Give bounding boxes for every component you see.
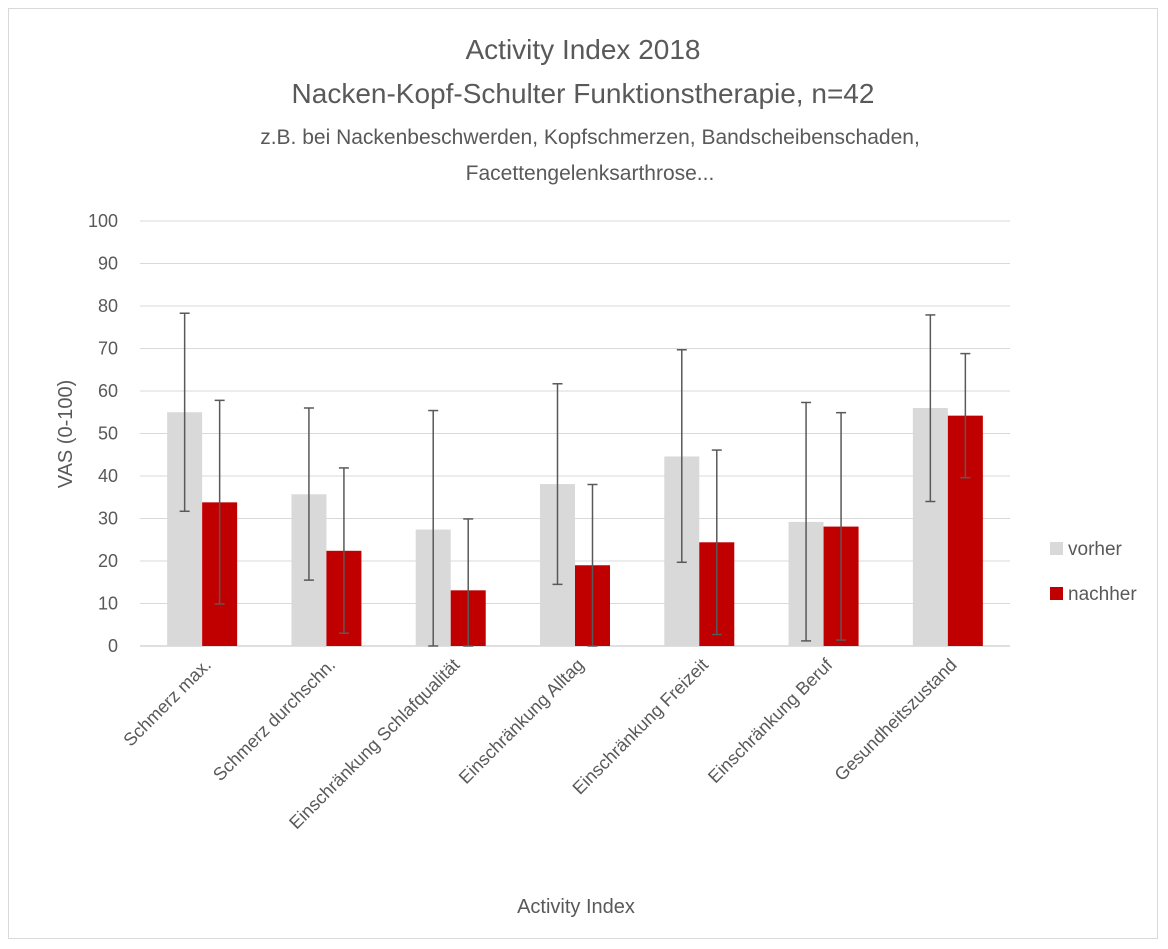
y-tick-label: 0 <box>108 636 118 656</box>
y-tick-label: 60 <box>98 381 118 401</box>
y-tick-label: 30 <box>98 509 118 529</box>
y-tick-label: 80 <box>98 296 118 316</box>
y-tick-label: 40 <box>98 466 118 486</box>
x-tick-label: Gesundheitszustand <box>831 655 961 785</box>
chart-subtitle-line-2: Facettengelenksarthrose... <box>466 162 715 185</box>
chart-title-line-2: Nacken-Kopf-Schulter Funktionstherapie, … <box>292 78 875 109</box>
y-tick-label: 50 <box>98 424 118 444</box>
y-axis-tick-labels: 0 10 20 30 40 50 60 70 80 90 100 <box>88 211 118 656</box>
y-axis-title: VAS (0-100) <box>55 380 77 489</box>
legend-label-vorher: vorher <box>1068 539 1123 560</box>
bars <box>167 408 983 646</box>
chart-subtitle-line-1: z.B. bei Nackenbeschwerden, Kopfschmerze… <box>260 126 920 149</box>
legend: vorher nachher <box>1050 539 1137 605</box>
y-tick-label: 20 <box>98 551 118 571</box>
x-tick-label: Einschränkung Alltag <box>455 655 588 788</box>
chart-title-line-1: Activity Index 2018 <box>465 34 700 65</box>
error-bars <box>179 312 971 647</box>
y-tick-label: 100 <box>88 211 118 231</box>
x-tick-label: Einschränkung Freizeit <box>569 655 713 799</box>
legend-label-nachher: nachher <box>1068 584 1137 605</box>
x-axis-tick-labels: Schmerz max.Schmerz durchschn. Einschränk… <box>119 654 960 833</box>
legend-swatch-nachher <box>1050 587 1063 600</box>
x-tick-label: Schmerz max. <box>119 655 214 750</box>
y-tick-label: 70 <box>98 339 118 359</box>
gridlines <box>140 220 1010 647</box>
y-tick-label: 10 <box>98 594 118 614</box>
x-tick-label: Schmerz durchschn. <box>209 655 339 785</box>
y-tick-label: 90 <box>98 254 118 274</box>
x-axis-title: Activity Index <box>517 896 635 918</box>
x-tick-label: Einschränkung Beruf <box>704 654 837 787</box>
legend-swatch-vorher <box>1050 542 1063 555</box>
